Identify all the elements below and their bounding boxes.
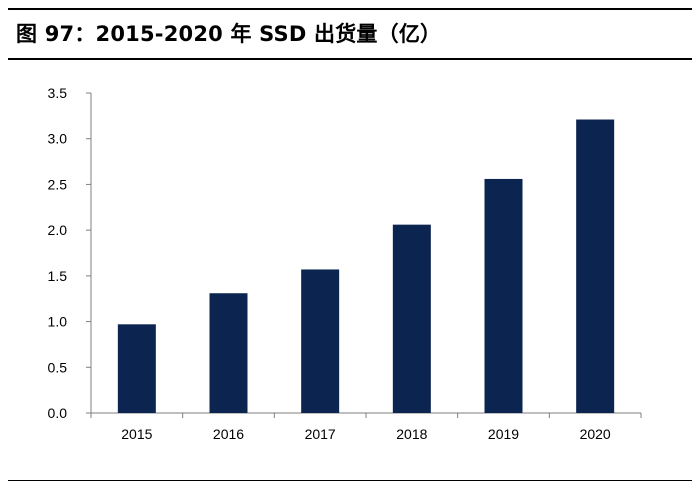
- y-tick-label: 2.5: [48, 176, 68, 192]
- bar-2020: [576, 119, 615, 413]
- x-tick-label: 2018: [396, 426, 427, 442]
- y-tick-label: 3.0: [48, 131, 68, 147]
- y-tick-label: 0.0: [48, 405, 68, 421]
- x-tick-label: 2016: [213, 426, 244, 442]
- top-rule: [8, 8, 692, 10]
- title-rule: [8, 58, 692, 60]
- y-tick-label: 1.5: [48, 268, 68, 284]
- y-tick-label: 3.5: [48, 85, 68, 101]
- y-tick-label: 2.0: [48, 222, 68, 238]
- x-tick-label: 2020: [580, 426, 611, 442]
- x-tick-label: 2017: [305, 426, 336, 442]
- bottom-rule: [8, 480, 692, 481]
- bar-2015: [117, 324, 156, 413]
- x-tick-label: 2015: [121, 426, 152, 442]
- y-tick-label: 1.0: [48, 314, 68, 330]
- bar-2018: [392, 224, 431, 413]
- bar-2016: [209, 293, 248, 413]
- chart-title: 图 97：2015-2020 年 SSD 出货量（亿）: [16, 22, 442, 46]
- bar-2019: [484, 178, 523, 413]
- x-tick-label: 2019: [488, 426, 519, 442]
- y-tick-label: 0.5: [48, 359, 68, 375]
- bar-2017: [301, 269, 340, 413]
